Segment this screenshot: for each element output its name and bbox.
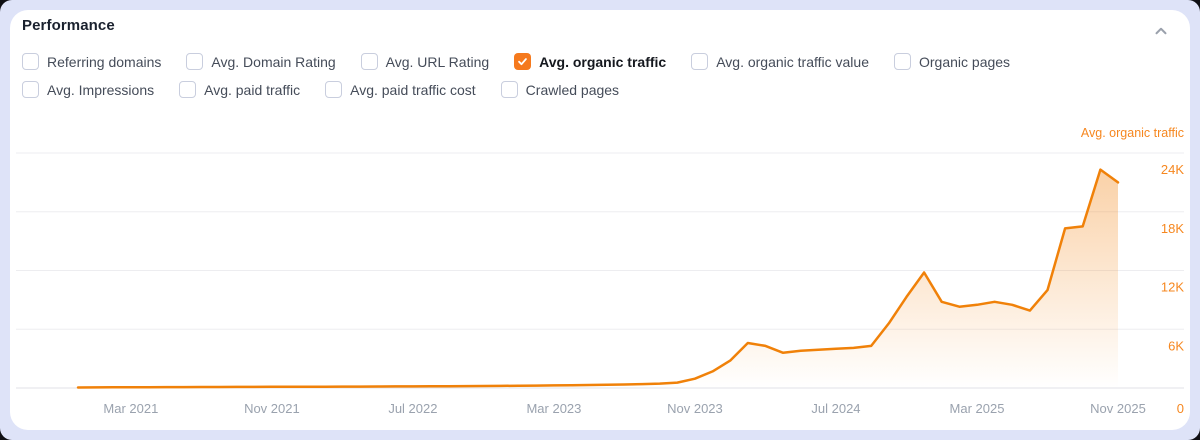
traffic-chart-area[interactable]: 24K 18K 12K 6K 0 Avg. organic traffic Mar 2021…: [10, 120, 1190, 430]
metric-label: Avg. paid traffic cost: [350, 81, 476, 98]
metric-checkbox-crawled-pages[interactable]: Crawled pages: [500, 81, 620, 98]
checkbox-unchecked-icon[interactable]: [894, 53, 911, 70]
metric-label: Avg. Domain Rating: [211, 53, 336, 70]
metric-label: Crawled pages: [525, 81, 620, 98]
checkbox-unchecked-icon[interactable]: [186, 53, 204, 70]
y-axis-tick-label: 24K: [1161, 162, 1184, 177]
checkbox-unchecked-icon[interactable]: [500, 81, 518, 98]
checkbox-checked-icon[interactable]: [514, 53, 532, 70]
metric-label: Organic pages: [919, 53, 1011, 70]
traffic-area-fill: [78, 169, 1118, 388]
checkbox-unchecked-icon[interactable]: [179, 81, 197, 98]
metric-label: Avg. organic traffic: [539, 53, 667, 70]
x-axis-tick-label: Mar 2023: [526, 401, 581, 416]
metric-checkbox-referring-domains[interactable]: Referring domains: [22, 53, 161, 70]
metric-label: Referring domains: [47, 53, 162, 70]
metric-checkbox-avg-domain-rating[interactable]: Avg. Domain Rating: [186, 53, 336, 70]
metric-label: Avg. URL Rating: [385, 53, 490, 70]
checkbox-unchecked-icon[interactable]: [22, 53, 39, 70]
metric-label: Avg. paid traffic: [204, 81, 301, 98]
metric-row-2: Avg. Impressions Avg. paid traffic Avg. pa…: [22, 81, 1010, 98]
x-axis-tick-label: Jul 2024: [811, 401, 860, 416]
checkbox-unchecked-icon[interactable]: [325, 81, 343, 98]
x-axis-tick-label: Mar 2021: [103, 401, 158, 416]
metric-checkbox-avg-organic-traffic-value[interactable]: Avg. organic traffic value: [691, 53, 869, 70]
metric-checkbox-organic-pages[interactable]: Organic pages: [894, 53, 1010, 70]
metric-label: Avg. Impressions: [47, 81, 155, 98]
x-axis-tick-label: Mar 2025: [950, 401, 1005, 416]
performance-panel: Performance Referring domains Avg. Domain…: [10, 10, 1190, 430]
y-axis-tick-label: 18K: [1161, 221, 1184, 236]
checkbox-unchecked-icon[interactable]: [22, 81, 39, 98]
x-axis-tick-label: Jul 2022: [388, 401, 437, 416]
y-axis-tick-label: 12K: [1161, 280, 1184, 295]
metric-checkbox-avg-organic-traffic[interactable]: Avg. organic traffic: [514, 53, 666, 70]
y-axis-tick-label: 6K: [1168, 338, 1184, 353]
metric-toggle-group: Referring domains Avg. Domain Rating Avg. …: [22, 53, 1010, 98]
metric-row-1: Referring domains Avg. Domain Rating Avg. …: [22, 53, 1010, 70]
y-axis-tick-label: 0: [1177, 401, 1184, 416]
x-axis-tick-label: Nov 2025: [1090, 401, 1146, 416]
metric-label: Avg. organic traffic value: [716, 53, 869, 70]
collapse-panel-button[interactable]: [1150, 20, 1172, 42]
checkmark-icon: [518, 58, 527, 66]
traffic-line: [76, 168, 1120, 389]
metric-checkbox-avg-paid-traffic-cost[interactable]: Avg. paid traffic cost: [325, 81, 476, 98]
x-axis-tick-label: Nov 2023: [667, 401, 723, 416]
metric-checkbox-avg-paid-traffic[interactable]: Avg. paid traffic: [179, 81, 300, 98]
series-legend-label: Avg. organic traffic: [1081, 126, 1184, 140]
chevron-up-icon: [1155, 27, 1167, 35]
metric-checkbox-avg-impressions[interactable]: Avg. Impressions: [22, 81, 154, 98]
panel-title: Performance: [22, 17, 115, 34]
checkbox-unchecked-icon[interactable]: [360, 53, 378, 70]
metric-checkbox-avg-url-rating[interactable]: Avg. URL Rating: [360, 53, 490, 70]
x-axis-tick-label: Nov 2021: [244, 401, 300, 416]
checkbox-unchecked-icon[interactable]: [691, 53, 709, 70]
